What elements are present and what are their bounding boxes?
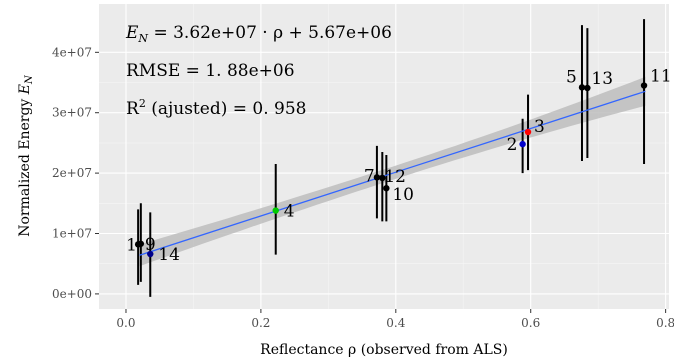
x-tick-label: 0.0	[116, 316, 135, 330]
grid-major	[99, 4, 669, 309]
x-axis: 0.0 0.2 0.4 0.6 0.8	[116, 309, 674, 330]
point-label: 9	[145, 235, 156, 255]
point-label: 3	[534, 117, 545, 137]
point-label: 1	[126, 235, 137, 255]
data-point	[137, 240, 145, 247]
point-label: 11	[650, 67, 672, 87]
data-point	[383, 185, 390, 192]
r2-annotation: R2 (ajusted) = 0. 958	[126, 97, 306, 119]
point-label: 14	[158, 245, 180, 265]
point-label: 7	[364, 166, 375, 186]
x-tick-label: 0.4	[386, 316, 405, 330]
data-point	[519, 140, 526, 148]
confidence-ribbon-area	[139, 76, 646, 267]
x-tick-label: 0.6	[521, 316, 540, 330]
data-point	[379, 174, 386, 182]
r2-suffix: (ajusted) = 0. 958	[146, 99, 307, 119]
y-tick-label: 1e+07	[52, 227, 92, 241]
equation-annotation: EN = 3.62e+07 · ρ + 5.67e+06	[125, 23, 392, 45]
y-axis-title-e: E	[17, 84, 33, 95]
point-label: 5	[566, 67, 577, 87]
data-point	[524, 128, 532, 136]
fit-line	[139, 90, 646, 256]
x-axis-title: Reflectance ρ (observed from ALS)	[260, 342, 508, 358]
point-label: 12	[384, 167, 406, 187]
x-tick-label: 0.2	[251, 316, 270, 330]
data-point	[578, 84, 586, 91]
y-tick-label: 3e+07	[52, 106, 92, 120]
rmse-annotation: RMSE = 1. 88e+06	[126, 61, 295, 81]
data-point	[147, 250, 154, 258]
point-label: 2	[507, 135, 518, 155]
y-axis: 0e+00 1e+07 2e+07 3e+07 4e+07	[52, 45, 99, 301]
y-tick-label: 0e+00	[52, 287, 92, 301]
y-tick-label: 2e+07	[52, 166, 92, 180]
x-tick-label: 0.8	[656, 316, 674, 330]
grid-minor	[99, 4, 669, 309]
data-point	[640, 82, 648, 89]
data-point	[272, 207, 279, 214]
data-point	[373, 174, 381, 181]
fit-line-layer	[139, 90, 646, 256]
confidence-ribbon	[139, 76, 646, 267]
y-axis-title-main: Normalized Energy	[17, 99, 33, 237]
plot-panel	[99, 4, 669, 309]
r2-sup: 2	[139, 97, 146, 110]
equation-sub: N	[137, 32, 148, 45]
y-axis-title: Normalized Energy EN	[17, 74, 35, 237]
points	[134, 82, 648, 258]
r2-prefix: R	[126, 99, 140, 119]
point-label: 13	[591, 69, 613, 89]
y-axis-title-sub: N	[24, 74, 35, 85]
point-label: 10	[392, 185, 414, 205]
equation-lhs: E	[125, 23, 139, 43]
data-point	[584, 84, 591, 92]
equation-rhs: = 3.62e+07 · ρ + 5.67e+06	[148, 23, 392, 43]
point-label: 4	[284, 202, 295, 222]
y-tick-label: 4e+07	[52, 45, 92, 59]
